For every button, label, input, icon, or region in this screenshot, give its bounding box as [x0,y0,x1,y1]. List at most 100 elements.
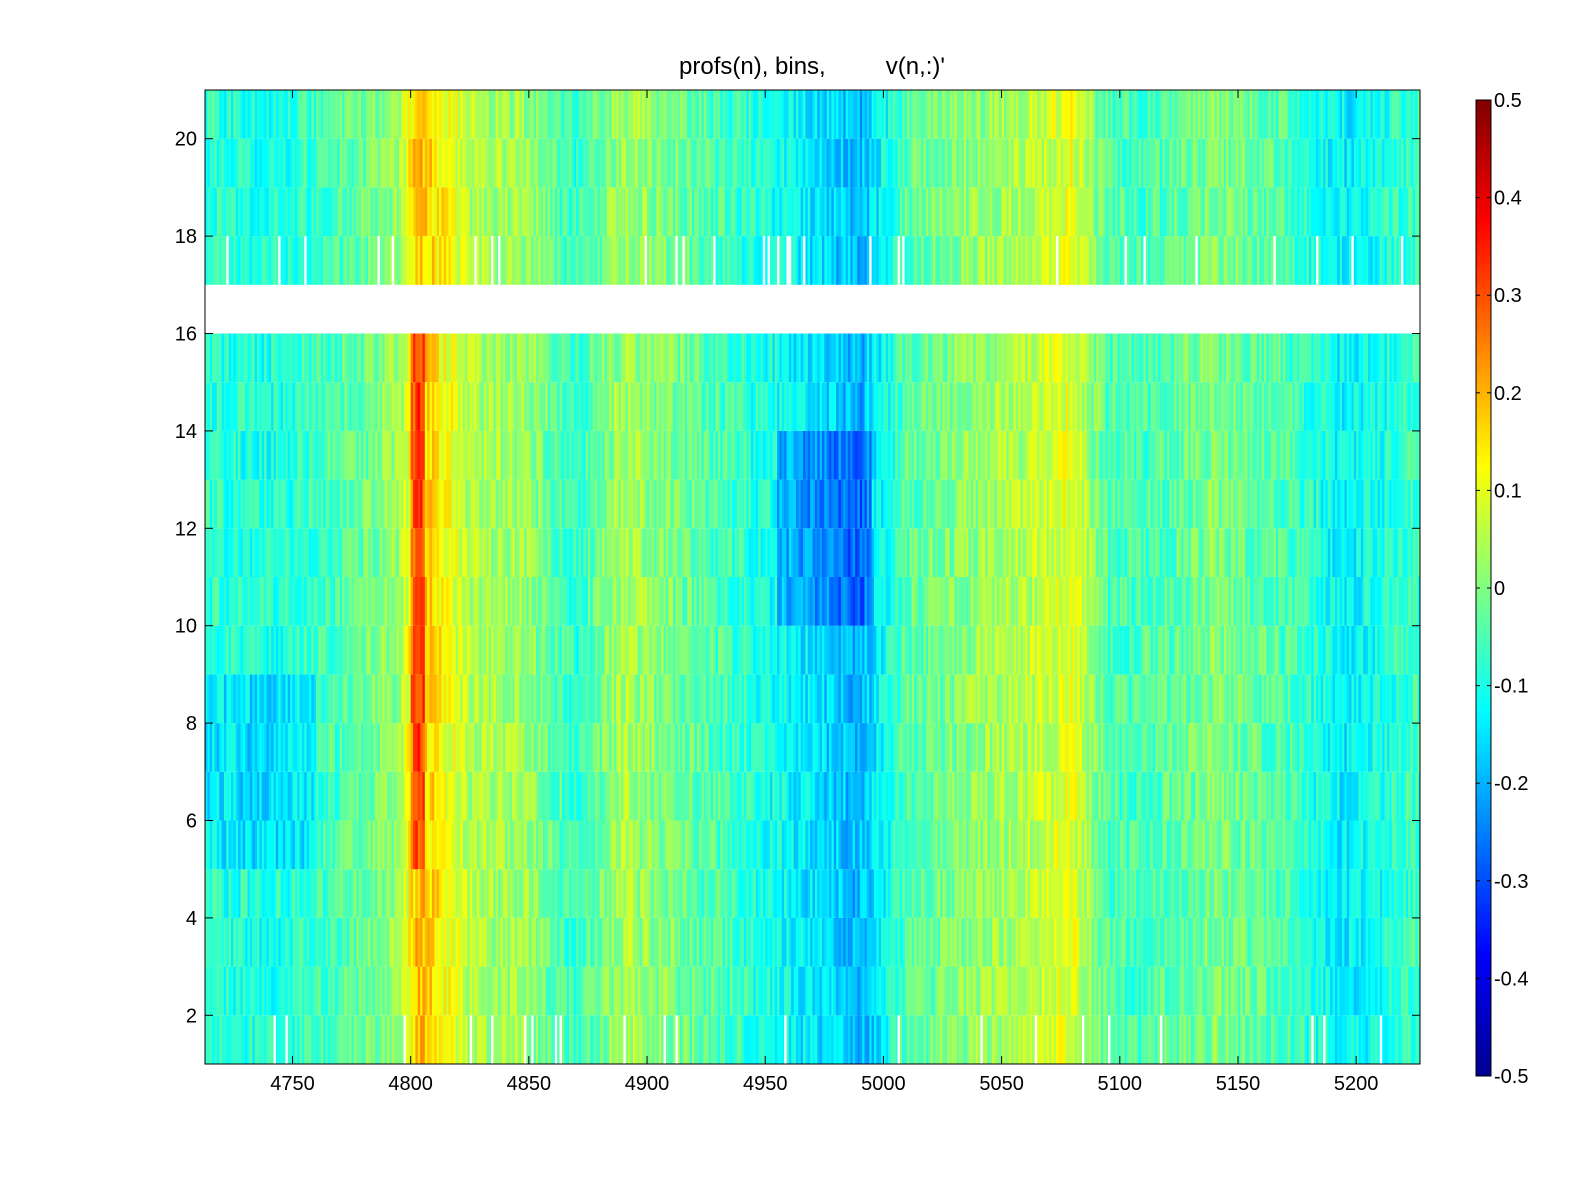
heatmap-cell [788,1015,792,1064]
heatmap-cell [1100,723,1104,772]
heatmap-cell [1006,723,1010,772]
heatmap-cell [779,869,783,918]
heatmap-cell [1341,771,1345,821]
heatmap-cell [1195,1015,1199,1064]
heatmap-cell [1041,1015,1045,1064]
heatmap-cell [1074,625,1078,675]
heatmap-cell [1209,917,1213,967]
heatmap-cell [240,869,244,918]
heatmap-cell [1375,966,1378,1016]
heatmap-cell [387,674,390,724]
heatmap-cell [245,966,248,1016]
heatmap-cell [505,771,508,821]
heatmap-cell [694,723,698,772]
heatmap-cell [987,1015,991,1064]
heatmap-cell [982,966,986,1016]
heatmap-cell [838,917,842,967]
heatmap-cell [285,674,289,724]
heatmap-cell [1351,966,1355,1016]
heatmap-cell [372,723,376,772]
heatmap-cell [616,820,620,870]
heatmap-cell [1077,723,1081,772]
heatmap-cell [346,820,350,870]
heatmap-cell [916,869,920,918]
heatmap-cell [753,625,757,675]
heatmap-cell [1048,577,1052,626]
heatmap-cell [595,771,598,821]
heatmap-cell [616,674,620,724]
heatmap-cell [1318,869,1322,918]
heatmap-cell [561,723,565,772]
heatmap-cell [989,674,993,724]
heatmap-cell [1079,820,1083,870]
heatmap-cell [618,917,622,967]
heatmap-cell [897,1015,901,1064]
heatmap-cell [680,625,683,675]
heatmap-cell [268,1015,272,1064]
heatmap-cell [290,674,293,724]
heatmap-cell [651,820,655,870]
heatmap-cell [306,966,310,1016]
heatmap-cell [992,674,995,724]
heatmap-cell [1029,966,1033,1016]
heatmap-cell [1053,1015,1057,1064]
heatmap-cell [415,820,419,870]
heatmap-cell [1022,674,1026,724]
heatmap-cell [394,674,397,724]
heatmap-cell [604,674,608,724]
heatmap-cell [665,625,669,675]
heatmap-cell [481,869,485,918]
heatmap-cell [209,771,213,821]
heatmap-cell [583,917,586,967]
heatmap-cell [1266,674,1270,724]
heatmap-cell [521,674,525,724]
heatmap-cell [604,1015,608,1064]
heatmap-cell [829,674,832,724]
heatmap-cell [396,577,400,626]
heatmap-cell [777,674,780,724]
heatmap-cell [909,917,913,967]
heatmap-cell [888,869,891,918]
heatmap-cell [561,820,565,870]
heatmap-cell [959,577,962,626]
heatmap-cell [457,966,461,1016]
heatmap-cell [628,820,631,870]
heatmap-cell [1098,625,1102,675]
heatmap-cell [779,674,783,724]
heatmap-cell [805,820,809,870]
heatmap-cell [448,771,452,821]
heatmap-cell [1124,966,1128,1016]
heatmap-cell [1006,674,1010,724]
heatmap-cell [980,917,984,967]
heatmap-cell [769,1015,773,1064]
heatmap-cell [758,1015,761,1064]
heatmap-cell [992,723,995,772]
heatmap-cell [959,674,962,724]
heatmap-cell [543,577,546,626]
heatmap-cell [864,771,868,821]
heatmap-cell [488,625,492,675]
heatmap-cell [514,820,518,870]
heatmap-cell [573,674,577,724]
heatmap-cell [691,625,695,675]
heatmap-cell [755,917,759,967]
heatmap-cell [739,625,742,675]
heatmap-cell [1150,1015,1154,1064]
heatmap-cell [309,723,312,772]
heatmap-cell [933,723,936,772]
heatmap-cell [1065,723,1069,772]
heatmap-cell [1412,917,1416,967]
heatmap-cell [717,577,721,626]
heatmap-cell [1013,917,1017,967]
heatmap-cell [720,966,724,1016]
heatmap-cell [502,917,506,967]
heatmap-cell [1365,723,1369,772]
heatmap-cell [987,771,991,821]
heatmap-cell [389,674,393,724]
heatmap-cell [304,966,308,1016]
heatmap-cell [814,1015,818,1064]
heatmap-cell [205,723,208,772]
heatmap-cell [580,771,584,821]
heatmap-cell [1330,625,1333,675]
heatmap-cell [481,820,485,870]
